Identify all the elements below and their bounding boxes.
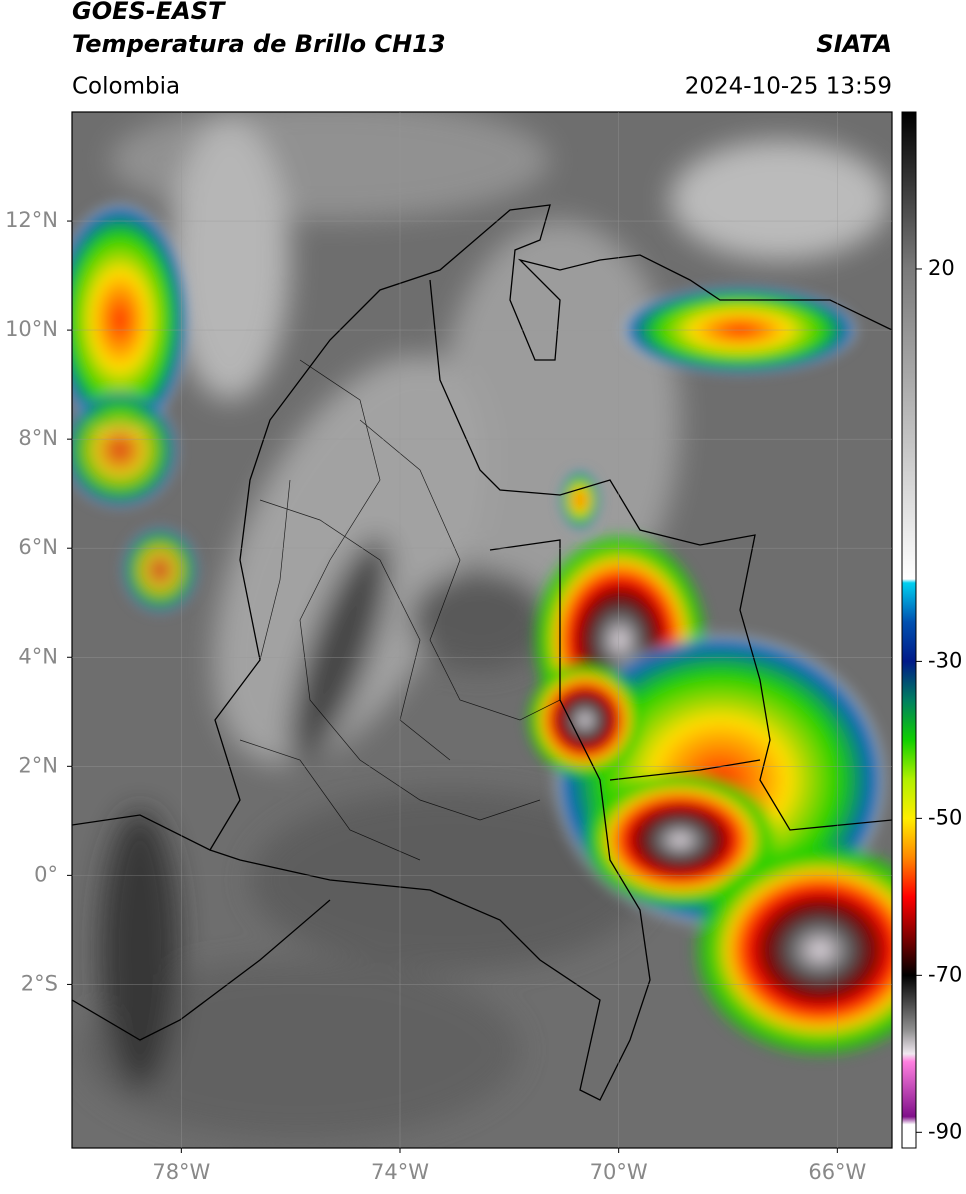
y-tick-label: 0° [34, 862, 58, 886]
region: Colombia [72, 74, 180, 100]
colorbar-tick-label: -90 [928, 1119, 962, 1143]
colorbar [901, 111, 917, 1149]
y-tick-label: 2°S [21, 971, 58, 995]
source: SIATA [816, 30, 892, 58]
y-tick-label: 12°N [5, 208, 58, 232]
y-tick-label: 2°N [18, 753, 58, 777]
colorbar-tick-label: 20 [928, 256, 955, 280]
x-tick-label: 74°W [371, 1160, 429, 1184]
colorbar-tick-label: -30 [928, 648, 962, 672]
y-tick-label: 8°N [18, 426, 58, 450]
datetime: 2024-10-25 13:59 [685, 74, 892, 100]
subtitle: Temperatura de Brillo CH13 [72, 30, 446, 58]
y-tick-label: 4°N [18, 644, 58, 668]
colorbar-tick-label: -50 [928, 805, 962, 829]
title: GOES-EAST [72, 0, 226, 25]
x-tick-label: 70°W [590, 1160, 648, 1184]
x-tick-label: 78°W [152, 1160, 210, 1184]
y-tick-label: 6°N [18, 535, 58, 559]
satellite-image [72, 112, 892, 1148]
x-tick-label: 66°W [808, 1160, 866, 1184]
y-tick-label: 10°N [5, 317, 58, 341]
colorbar-tick-label: -70 [928, 962, 962, 986]
map-frame [71, 111, 893, 1149]
